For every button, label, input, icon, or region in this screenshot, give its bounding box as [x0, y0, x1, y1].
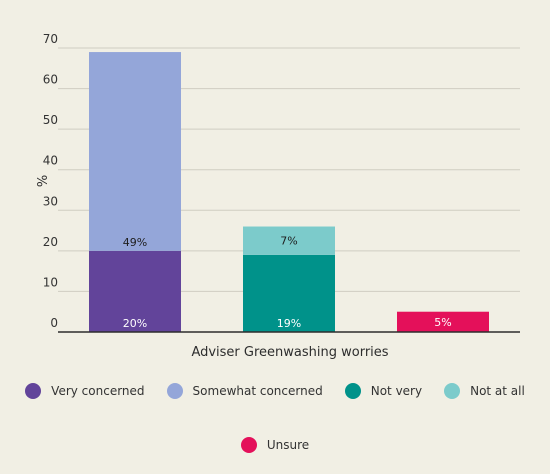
legend-label: Unsure — [266, 438, 310, 452]
legend-swatch — [240, 437, 257, 453]
x-axis-label: Adviser Greenwashing worries — [191, 345, 388, 360]
legend-swatch — [166, 383, 183, 399]
legend: Very concerned Somewhat concerned Not very… — [0, 383, 550, 453]
y-axis-label: % — [36, 175, 51, 187]
legend-item-very-concerned: Very concerned — [25, 383, 145, 399]
data-label-somewhat-concerned: 49% — [123, 236, 147, 249]
chart-plot: 0 10 20 30 40 50 60 70 20% 49% 19% 7% 5% % Adviser … — [36, 32, 520, 360]
legend-item-somewhat-concerned: Somewhat concerned — [166, 383, 323, 399]
data-label-not-very: 19% — [277, 317, 301, 330]
legend-swatch — [25, 383, 42, 399]
y-tick-label: 40 — [43, 154, 58, 168]
legend-swatch — [444, 383, 461, 399]
y-tick-label: 50 — [43, 113, 58, 127]
bar-segment-very-concerned — [89, 250, 181, 332]
bar-segment-unsure — [397, 311, 489, 332]
legend-label: Very concerned — [51, 384, 145, 398]
data-label-unsure: 5% — [434, 316, 451, 329]
data-label-not-at-all: 7% — [280, 235, 297, 248]
y-tick-label: 10 — [43, 275, 58, 289]
y-axis-ticks: 0 10 20 30 40 50 60 70 — [43, 32, 58, 330]
y-tick-label: 60 — [43, 73, 58, 87]
y-tick-label: 0 — [50, 316, 58, 330]
bar-segment-somewhat-concerned — [89, 52, 181, 251]
legend-label: Not at all — [470, 384, 525, 398]
legend-item-unsure: Unsure — [240, 437, 310, 453]
y-tick-label: 20 — [43, 235, 58, 249]
legend-item-not-at-all: Not at all — [444, 383, 525, 399]
legend-label: Not very — [370, 384, 423, 398]
y-tick-label: 70 — [43, 32, 58, 46]
bar-segment-not-very — [243, 254, 335, 332]
legend-swatch — [344, 383, 361, 399]
legend-item-not-very: Not very — [344, 383, 423, 399]
bar-segment-not-at-all — [243, 226, 335, 255]
y-tick-label: 30 — [43, 194, 58, 208]
data-labels: 20% 49% 19% 7% 5% — [123, 235, 452, 330]
legend-label: Somewhat concerned — [192, 384, 323, 398]
data-label-very-concerned: 20% — [123, 317, 147, 330]
bars — [89, 52, 489, 332]
